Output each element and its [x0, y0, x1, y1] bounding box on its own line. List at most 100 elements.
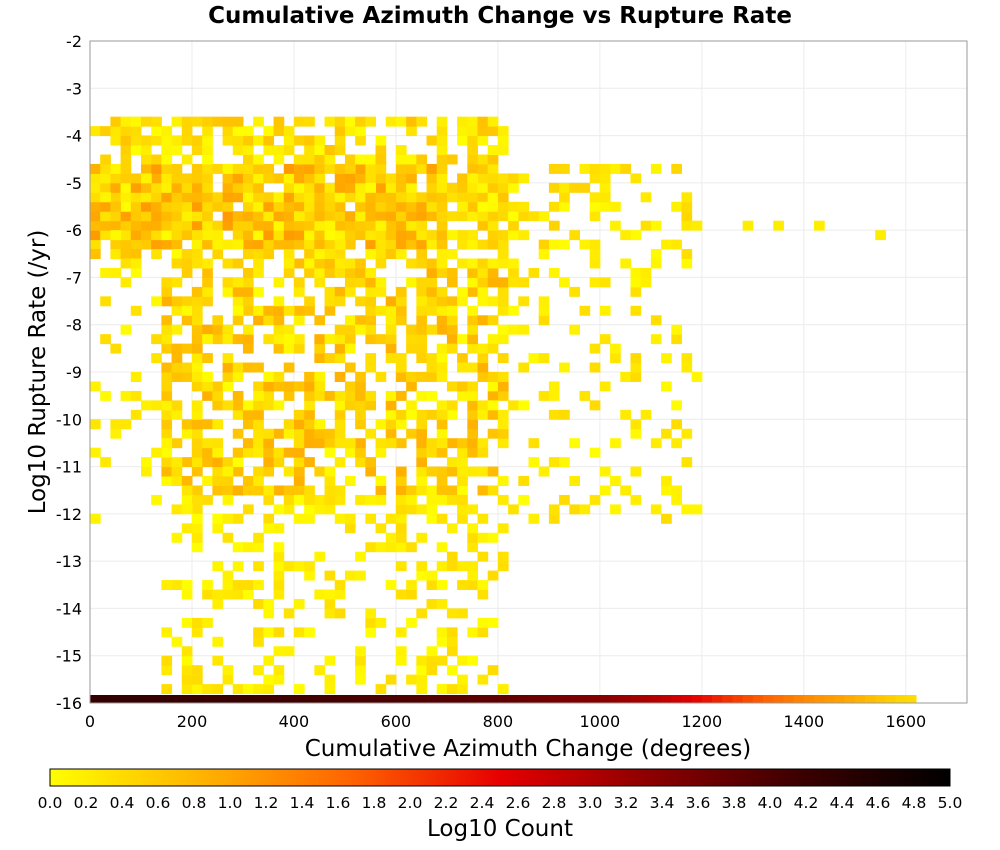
heatmap-cell [365, 239, 377, 250]
heatmap-cell [416, 258, 428, 269]
heatmap-cell [365, 513, 377, 524]
heatmap-cell [181, 684, 193, 695]
heatmap-cell [253, 466, 264, 477]
heatmap-cell [130, 239, 142, 250]
heatmap-cell [253, 580, 264, 591]
heatmap-cell [140, 220, 152, 231]
heatmap-cell [304, 400, 315, 411]
heatmap-cell [304, 182, 315, 193]
heatmap-cell [457, 447, 468, 458]
heatmap-cell [202, 230, 213, 241]
heatmap-cell [181, 372, 193, 382]
heatmap-cell [487, 372, 499, 382]
heatmap-cell [202, 684, 213, 695]
heatmap-cell [212, 163, 224, 174]
heatmap-cell [630, 362, 642, 373]
heatmap-cell [324, 239, 336, 250]
heatmap-cell-bottom-row [763, 695, 774, 703]
heatmap-cell [436, 230, 448, 241]
heatmap-cell [477, 447, 489, 458]
heatmap-cell [191, 466, 203, 477]
heatmap-cell [263, 485, 275, 496]
heatmap-cell [355, 674, 366, 685]
heatmap-cell [344, 400, 356, 411]
heatmap-cell [375, 523, 387, 534]
heatmap-cell [324, 608, 336, 619]
heatmap-cell [324, 286, 336, 297]
heatmap-cell [630, 494, 642, 505]
heatmap-cell [253, 684, 264, 695]
heatmap-cell [253, 154, 264, 165]
heatmap-cell [161, 400, 173, 411]
heatmap-cell [100, 154, 111, 165]
heatmap-cell [426, 239, 438, 250]
heatmap-cell [212, 438, 224, 449]
heatmap-cell [365, 116, 377, 127]
heatmap-cell [477, 362, 489, 373]
heatmap-cell-bottom-row [304, 695, 315, 703]
heatmap-cell [487, 154, 499, 165]
heatmap-cell [416, 286, 428, 297]
heatmap-cell [283, 381, 295, 392]
heatmap-cell [90, 249, 101, 260]
heatmap-cell [324, 504, 336, 515]
heatmap-cell [355, 258, 366, 269]
heatmap-cell [151, 220, 162, 231]
heatmap-cell [232, 466, 244, 477]
heatmap-cell-bottom-row [406, 695, 417, 703]
heatmap-cell [416, 324, 428, 335]
heatmap-cell [222, 457, 234, 468]
heatmap-cell [426, 211, 438, 222]
colorbar-tick-label: 1.0 [218, 794, 243, 812]
heatmap-cell [273, 428, 285, 439]
heatmap-cell [436, 561, 448, 572]
heatmap-cell [457, 182, 468, 193]
heatmap-cell [253, 230, 264, 241]
heatmap-cell [426, 230, 438, 241]
heatmap-cell [355, 116, 366, 127]
heatmap-cell [477, 135, 489, 146]
heatmap-cell [191, 353, 203, 364]
heatmap-cell [385, 409, 397, 420]
heatmap-cell [355, 135, 366, 146]
heatmap-cell [487, 192, 499, 203]
heatmap-cell [436, 135, 448, 146]
heatmap-cell [314, 192, 326, 203]
heatmap-cell [355, 315, 366, 326]
heatmap-cell [283, 267, 295, 278]
heatmap-cell [314, 163, 326, 174]
heatmap-cell [416, 665, 428, 676]
heatmap-cell [222, 324, 234, 335]
heatmap-cell [436, 296, 448, 307]
heatmap-cell [232, 561, 244, 572]
heatmap-cell [406, 674, 417, 685]
heatmap-cell [191, 457, 203, 468]
heatmap-cell [610, 201, 621, 212]
heatmap-cell [110, 116, 122, 127]
heatmap-cell [161, 145, 173, 155]
heatmap-cell [446, 315, 458, 326]
colorbar-tick-label: 1.4 [290, 794, 315, 812]
heatmap-cell [416, 504, 428, 515]
heatmap-cell [140, 230, 152, 241]
heatmap-cell [355, 220, 366, 231]
heatmap-cell [344, 570, 356, 581]
heatmap-cell [395, 315, 407, 326]
heatmap-cell [293, 277, 305, 288]
heatmap-cell [375, 201, 387, 212]
heatmap-cell [355, 570, 366, 581]
heatmap-cell [497, 249, 509, 260]
heatmap-cell [395, 154, 407, 165]
heatmap-cell [263, 334, 275, 345]
heatmap-cell [436, 239, 448, 250]
heatmap-cell [375, 334, 387, 345]
heatmap-cell [191, 239, 203, 250]
heatmap-cell [406, 428, 417, 439]
heatmap-cell [304, 192, 315, 203]
heatmap-cell [171, 182, 183, 193]
heatmap-cell [467, 154, 479, 165]
heatmap-cell [365, 362, 377, 373]
heatmap-cell [477, 220, 489, 231]
heatmap-cell [222, 182, 234, 193]
heatmap-cell [161, 277, 173, 288]
